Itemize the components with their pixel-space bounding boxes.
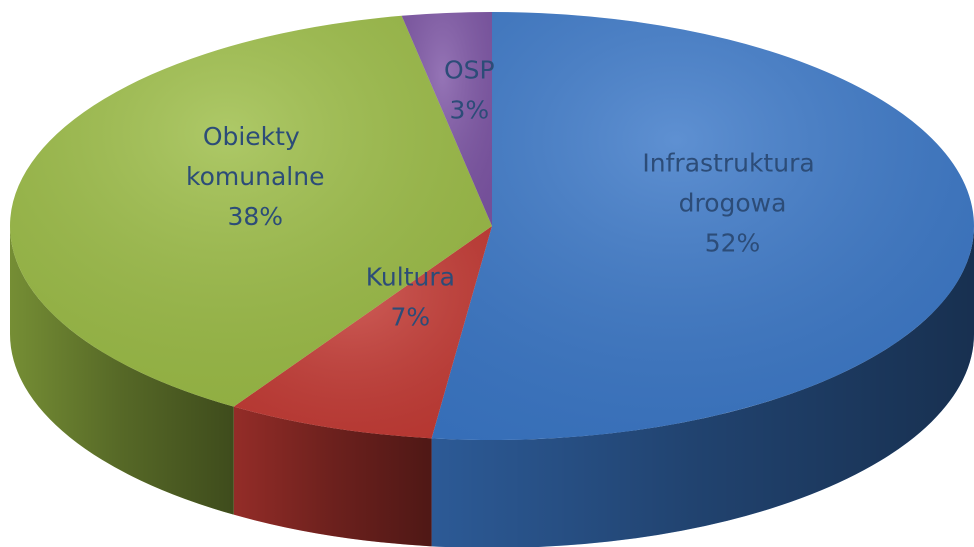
value-label: 52% [705,229,761,258]
slice-gloss [431,12,974,440]
slice-gloss [233,226,492,439]
value-label: 7% [391,303,431,332]
slice-gloss [401,12,492,226]
slice-gloss [10,15,493,407]
category-label: OSP [444,55,495,84]
slice-side-shade [10,226,234,515]
category-label: Kultura [366,263,455,292]
value-label: 38% [227,202,283,231]
category-label: Obiekty komunalne [186,122,324,191]
slice-side-shade [431,226,974,547]
category-label: Infrastruktura drogowa [642,149,822,218]
value-label: 3% [449,95,489,124]
slice-side-shade [233,406,432,547]
